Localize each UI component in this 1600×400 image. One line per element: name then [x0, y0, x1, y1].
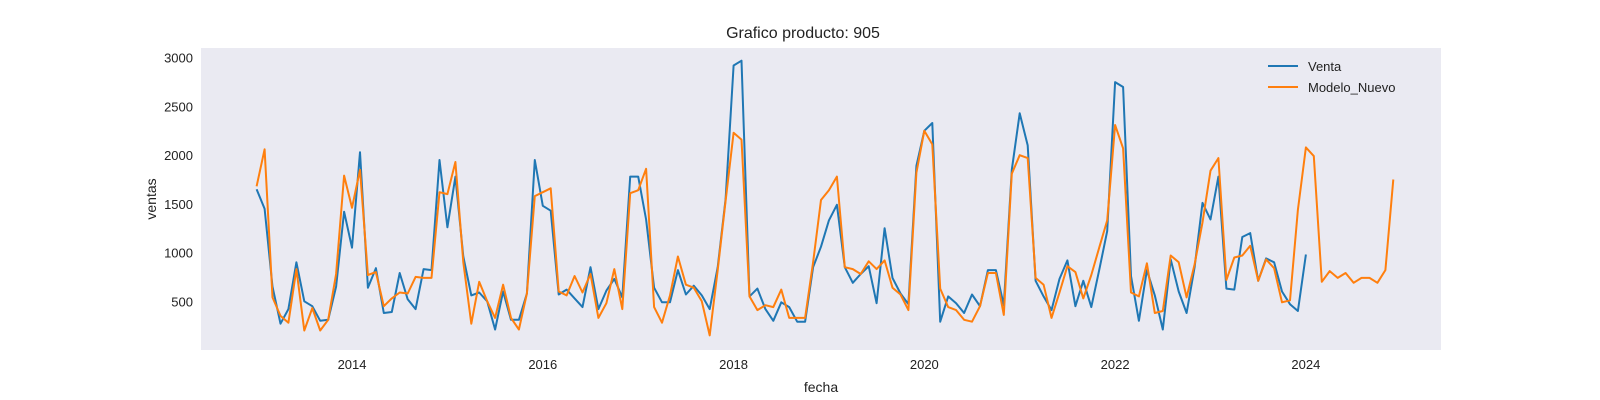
- y-axis-ticks: 500 1000 1500 2000 2500 3000: [164, 51, 193, 310]
- x-axis-ticks: 2014 2016 2018 2020 2022 2024: [338, 357, 1321, 372]
- series-line-modelo-nuevo: [255, 124, 1395, 337]
- x-tick-label: 2018: [719, 357, 748, 372]
- x-tick-label: 2014: [338, 357, 367, 372]
- y-tick-label: 1000: [164, 246, 193, 261]
- y-tick-label: 3000: [164, 51, 193, 66]
- y-axis-label: ventas: [143, 178, 159, 219]
- series-lines: [255, 59, 1395, 337]
- x-tick-label: 2020: [910, 357, 939, 372]
- x-tick-label: 2024: [1291, 357, 1320, 372]
- y-tick-label: 2000: [164, 148, 193, 163]
- legend-label: Venta: [1308, 59, 1342, 74]
- x-tick-label: 2016: [528, 357, 557, 372]
- x-tick-label: 2022: [1101, 357, 1130, 372]
- y-tick-label: 500: [171, 294, 193, 309]
- chart-title: Grafico producto: 905: [726, 25, 880, 42]
- y-tick-label: 2500: [164, 99, 193, 114]
- x-axis-label: fecha: [804, 379, 838, 395]
- y-tick-label: 1500: [164, 197, 193, 212]
- legend-label: Modelo_Nuevo: [1308, 80, 1395, 95]
- legend: Venta Modelo_Nuevo: [1268, 59, 1395, 95]
